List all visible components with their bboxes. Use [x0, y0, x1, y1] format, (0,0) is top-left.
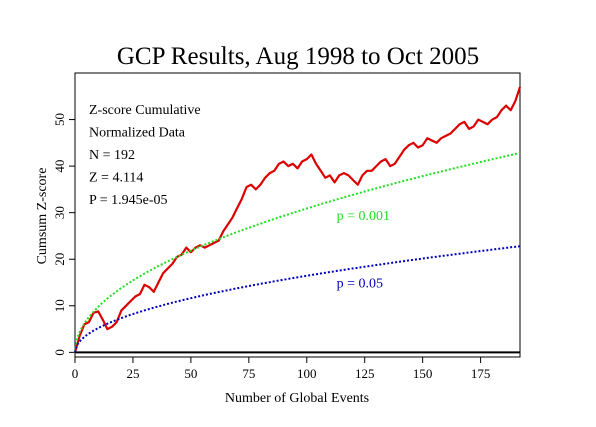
y-axis-label: Cumsum Z-score: [35, 168, 50, 265]
y-tick-label: 50: [52, 113, 67, 126]
legend-line: P = 1.945e-05: [89, 193, 168, 208]
y-tick-label: 40: [52, 160, 67, 173]
envelope-line-2: [74, 245, 521, 353]
envelope-label: p = 0.001: [337, 209, 390, 224]
legend-line: N = 192: [89, 148, 135, 163]
chart-title: GCP Results, Aug 1998 to Oct 2005: [117, 43, 479, 70]
legend-line: Z = 4.114: [89, 171, 143, 186]
y-tick-label: 20: [52, 253, 67, 266]
x-tick-label: 125: [355, 366, 375, 381]
y-tick-label: 30: [52, 206, 67, 219]
series-labels: p = 0.001 p = 0.05: [337, 209, 390, 291]
y-tick-label: 10: [52, 299, 67, 312]
legend-line: Normalized Data: [89, 126, 186, 141]
x-tick-label: 0: [72, 366, 79, 381]
x-tick-label: 100: [297, 366, 317, 381]
observed-cumsum-line: [73, 86, 522, 353]
x-tick-label: 150: [413, 366, 433, 381]
x-tick-label: 175: [471, 366, 491, 381]
y-axis-ticks: 0 10 20 30 40 50: [52, 113, 75, 356]
x-tick-label: 75: [242, 366, 255, 381]
series-lines: [73, 86, 522, 353]
plot-frame: [74, 72, 521, 358]
legend-line: Z-score Cumulative: [89, 103, 201, 118]
x-axis-ticks: 0 25 50 75 100 125 150 175: [72, 357, 491, 381]
envelope-label: p = 0.05: [337, 276, 383, 291]
envelope-line-1: [74, 152, 521, 353]
x-axis-label: Number of Global Events: [225, 391, 369, 406]
legend-text: Z-score Cumulative Normalized Data N = 192…: [89, 103, 201, 208]
x-tick-label: 50: [184, 366, 197, 381]
y-tick-label: 0: [52, 349, 67, 356]
x-tick-label: 25: [126, 366, 139, 381]
